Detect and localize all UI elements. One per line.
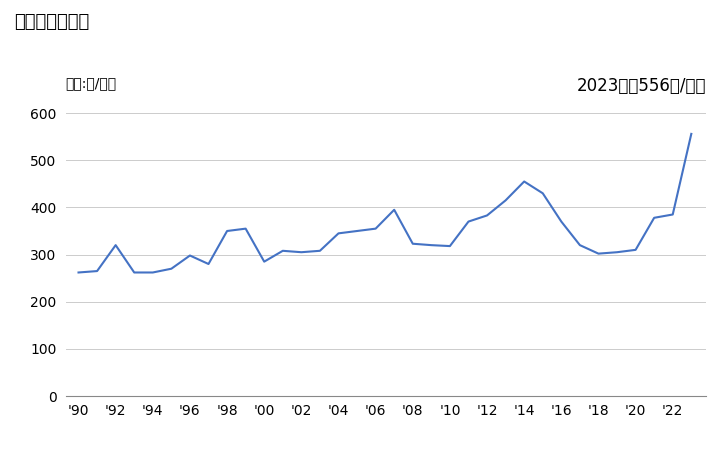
Text: 2023年：556円/平米: 2023年：556円/平米 bbox=[577, 76, 706, 94]
Text: 単位:円/平米: 単位:円/平米 bbox=[66, 76, 116, 90]
Text: 輸出価格の推移: 輸出価格の推移 bbox=[15, 14, 90, 32]
